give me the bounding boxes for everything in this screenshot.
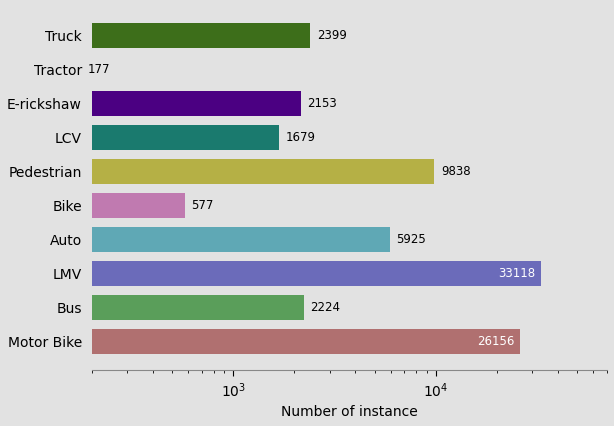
- Bar: [0, 227, 390, 252]
- Bar: [0, 296, 303, 320]
- X-axis label: Number of instance: Number of instance: [281, 405, 418, 419]
- Text: 2399: 2399: [317, 29, 347, 42]
- Bar: [0, 329, 521, 354]
- Text: 577: 577: [192, 199, 214, 212]
- Text: 2224: 2224: [310, 301, 340, 314]
- Text: 26156: 26156: [476, 335, 514, 348]
- Bar: [0, 92, 301, 116]
- Bar: [0, 58, 81, 82]
- Text: 2153: 2153: [308, 97, 337, 110]
- Bar: [0, 126, 279, 150]
- Bar: [0, 262, 541, 286]
- Text: 9838: 9838: [441, 165, 471, 178]
- Text: 177: 177: [88, 63, 110, 76]
- Text: 1679: 1679: [286, 131, 316, 144]
- Bar: [0, 23, 310, 48]
- Text: 5925: 5925: [397, 233, 426, 246]
- Bar: [0, 193, 185, 218]
- Text: 33118: 33118: [498, 267, 535, 280]
- Bar: [0, 159, 434, 184]
